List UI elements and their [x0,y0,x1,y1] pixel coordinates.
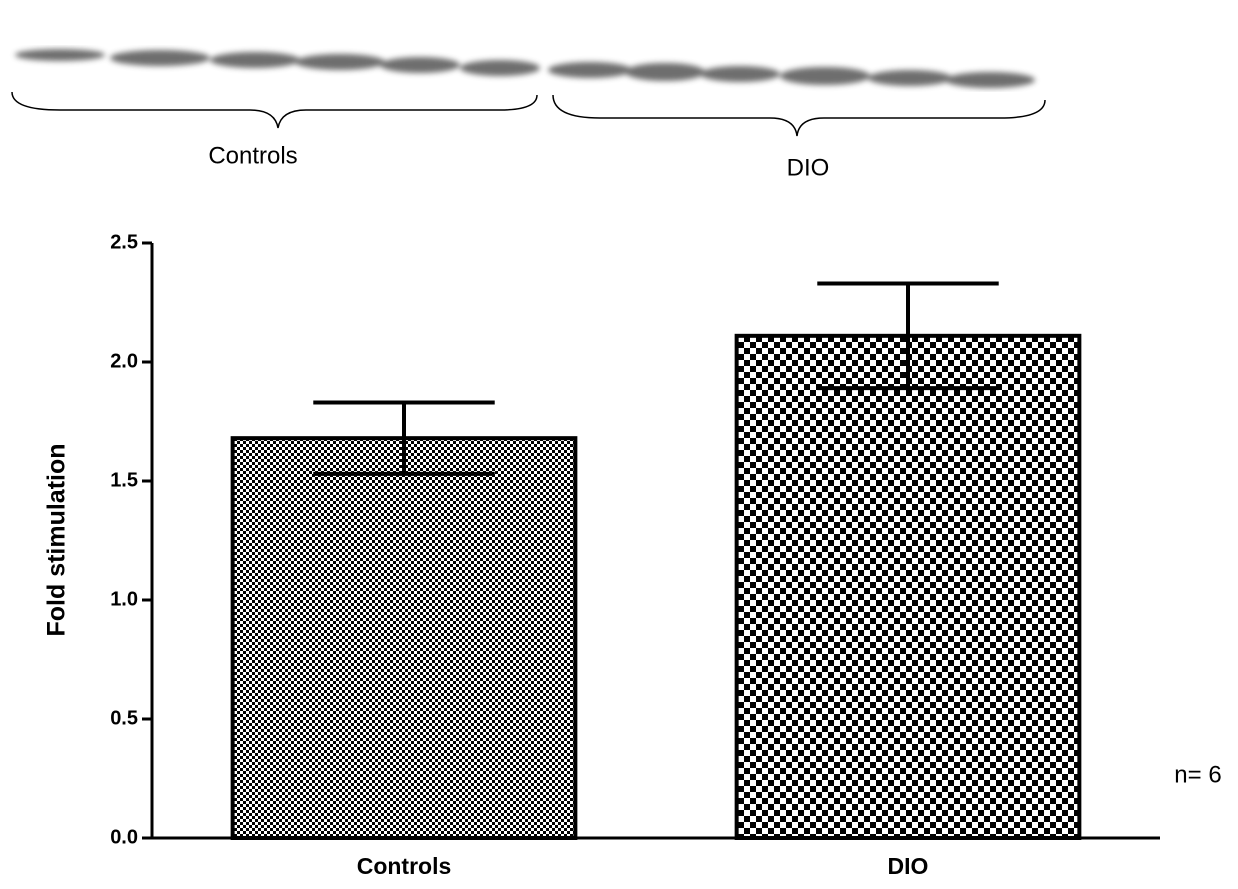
y-axis-label: Fold stimulation [43,443,71,636]
y-tick-label: 0.5 [110,707,138,729]
blot-label: Controls [208,142,297,169]
brace [12,92,537,128]
y-tick-label: 1.5 [110,469,138,491]
figure: Controls DIO n= 6 Fold stimulation 0.0 0.… [0,0,1238,884]
blot-label: DIO [787,154,830,181]
x-tick-label: DIO [888,853,929,879]
western-blot [15,49,1035,88]
y-tick-label: 1.0 [110,588,138,610]
x-tick-label: Controls [357,853,452,879]
brace [553,95,1045,136]
bar [233,438,576,838]
y-tick-label: 2.5 [110,231,138,253]
annotation: n= 6 [1174,761,1221,788]
y-tick-label: 2.0 [110,350,138,372]
bar [737,336,1080,838]
y-tick-label: 0.0 [110,826,138,848]
